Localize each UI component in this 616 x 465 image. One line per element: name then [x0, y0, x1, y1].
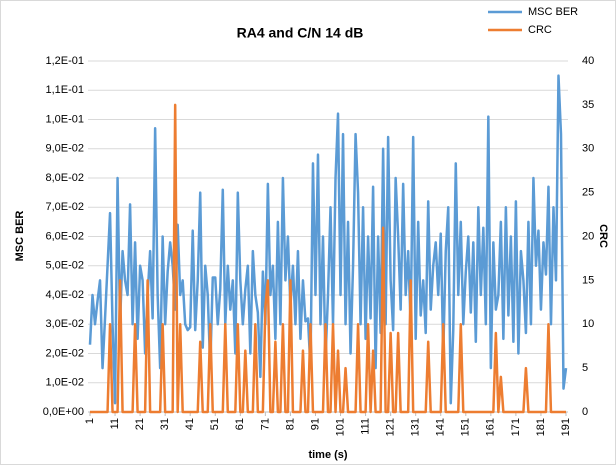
y2-tick-label: 10: [582, 318, 594, 330]
y2-tick-label: 5: [582, 362, 588, 374]
x-tick-label: 181: [535, 418, 547, 436]
x-tick-label: 31: [159, 418, 171, 430]
y2-tick-label: 40: [582, 55, 594, 67]
series-line: [90, 103, 566, 414]
y2-tick-label: 25: [582, 187, 594, 199]
x-tick-label: 1: [84, 418, 96, 424]
x-tick-label: 121: [385, 418, 397, 436]
y-tick-label: 4,0E-02: [45, 289, 84, 301]
x-tick-label: 161: [485, 418, 497, 436]
y-tick-label: 7,0E-02: [45, 201, 84, 213]
legend-label: MSC BER: [528, 6, 578, 18]
x-tick-label: 101: [334, 418, 346, 436]
y-tick-label: 3,0E-02: [45, 318, 84, 330]
x-tick-label: 81: [284, 418, 296, 430]
x-tick-label: 111: [359, 418, 371, 435]
y-tick-label: 1,2E-01: [45, 55, 84, 67]
x-tick-label: 61: [234, 418, 246, 430]
y2-tick-label: 30: [582, 143, 594, 155]
legend-label: CRC: [528, 24, 552, 36]
y-tick-label: 1,0E-02: [45, 377, 84, 389]
y2-tick-label: 0: [582, 406, 588, 418]
x-tick-label: 191: [560, 418, 572, 436]
y-tick-label: 2,0E-02: [45, 347, 84, 359]
y-tick-label: 5,0E-02: [45, 260, 84, 272]
y-tick-label: 1,1E-01: [45, 84, 84, 96]
x-tick-label: 91: [309, 418, 321, 430]
x-tick-label: 171: [510, 418, 522, 436]
x-tick-label: 51: [209, 418, 221, 430]
y-tick-label: 9,0E-02: [45, 143, 84, 155]
y2-tick-label: 35: [582, 99, 594, 111]
x-tick-label: 21: [134, 418, 146, 430]
series-line: [88, 74, 568, 405]
y-axis-label: MSC BER: [14, 211, 26, 262]
y-tick-label: 8,0E-02: [45, 172, 84, 184]
y-tick-label: 0,0E+00: [43, 406, 84, 418]
y2-tick-label: 15: [582, 274, 594, 286]
x-tick-label: 71: [259, 418, 271, 430]
x-tick-label: 141: [435, 418, 447, 436]
y-tick-label: 6,0E-02: [45, 230, 84, 242]
x-tick-label: 41: [184, 418, 196, 430]
x-tick-label: 11: [109, 418, 121, 429]
x-tick-label: 131: [410, 418, 422, 436]
x-axis-label: time (s): [308, 449, 347, 461]
chart-title: RA4 and C/N 14 dB: [237, 25, 364, 41]
y-tick-label: 1,0E-01: [45, 113, 84, 125]
y2-tick-label: 20: [582, 230, 594, 242]
x-tick-label: 151: [460, 418, 472, 436]
y2-axis-label: CRC: [597, 224, 609, 248]
